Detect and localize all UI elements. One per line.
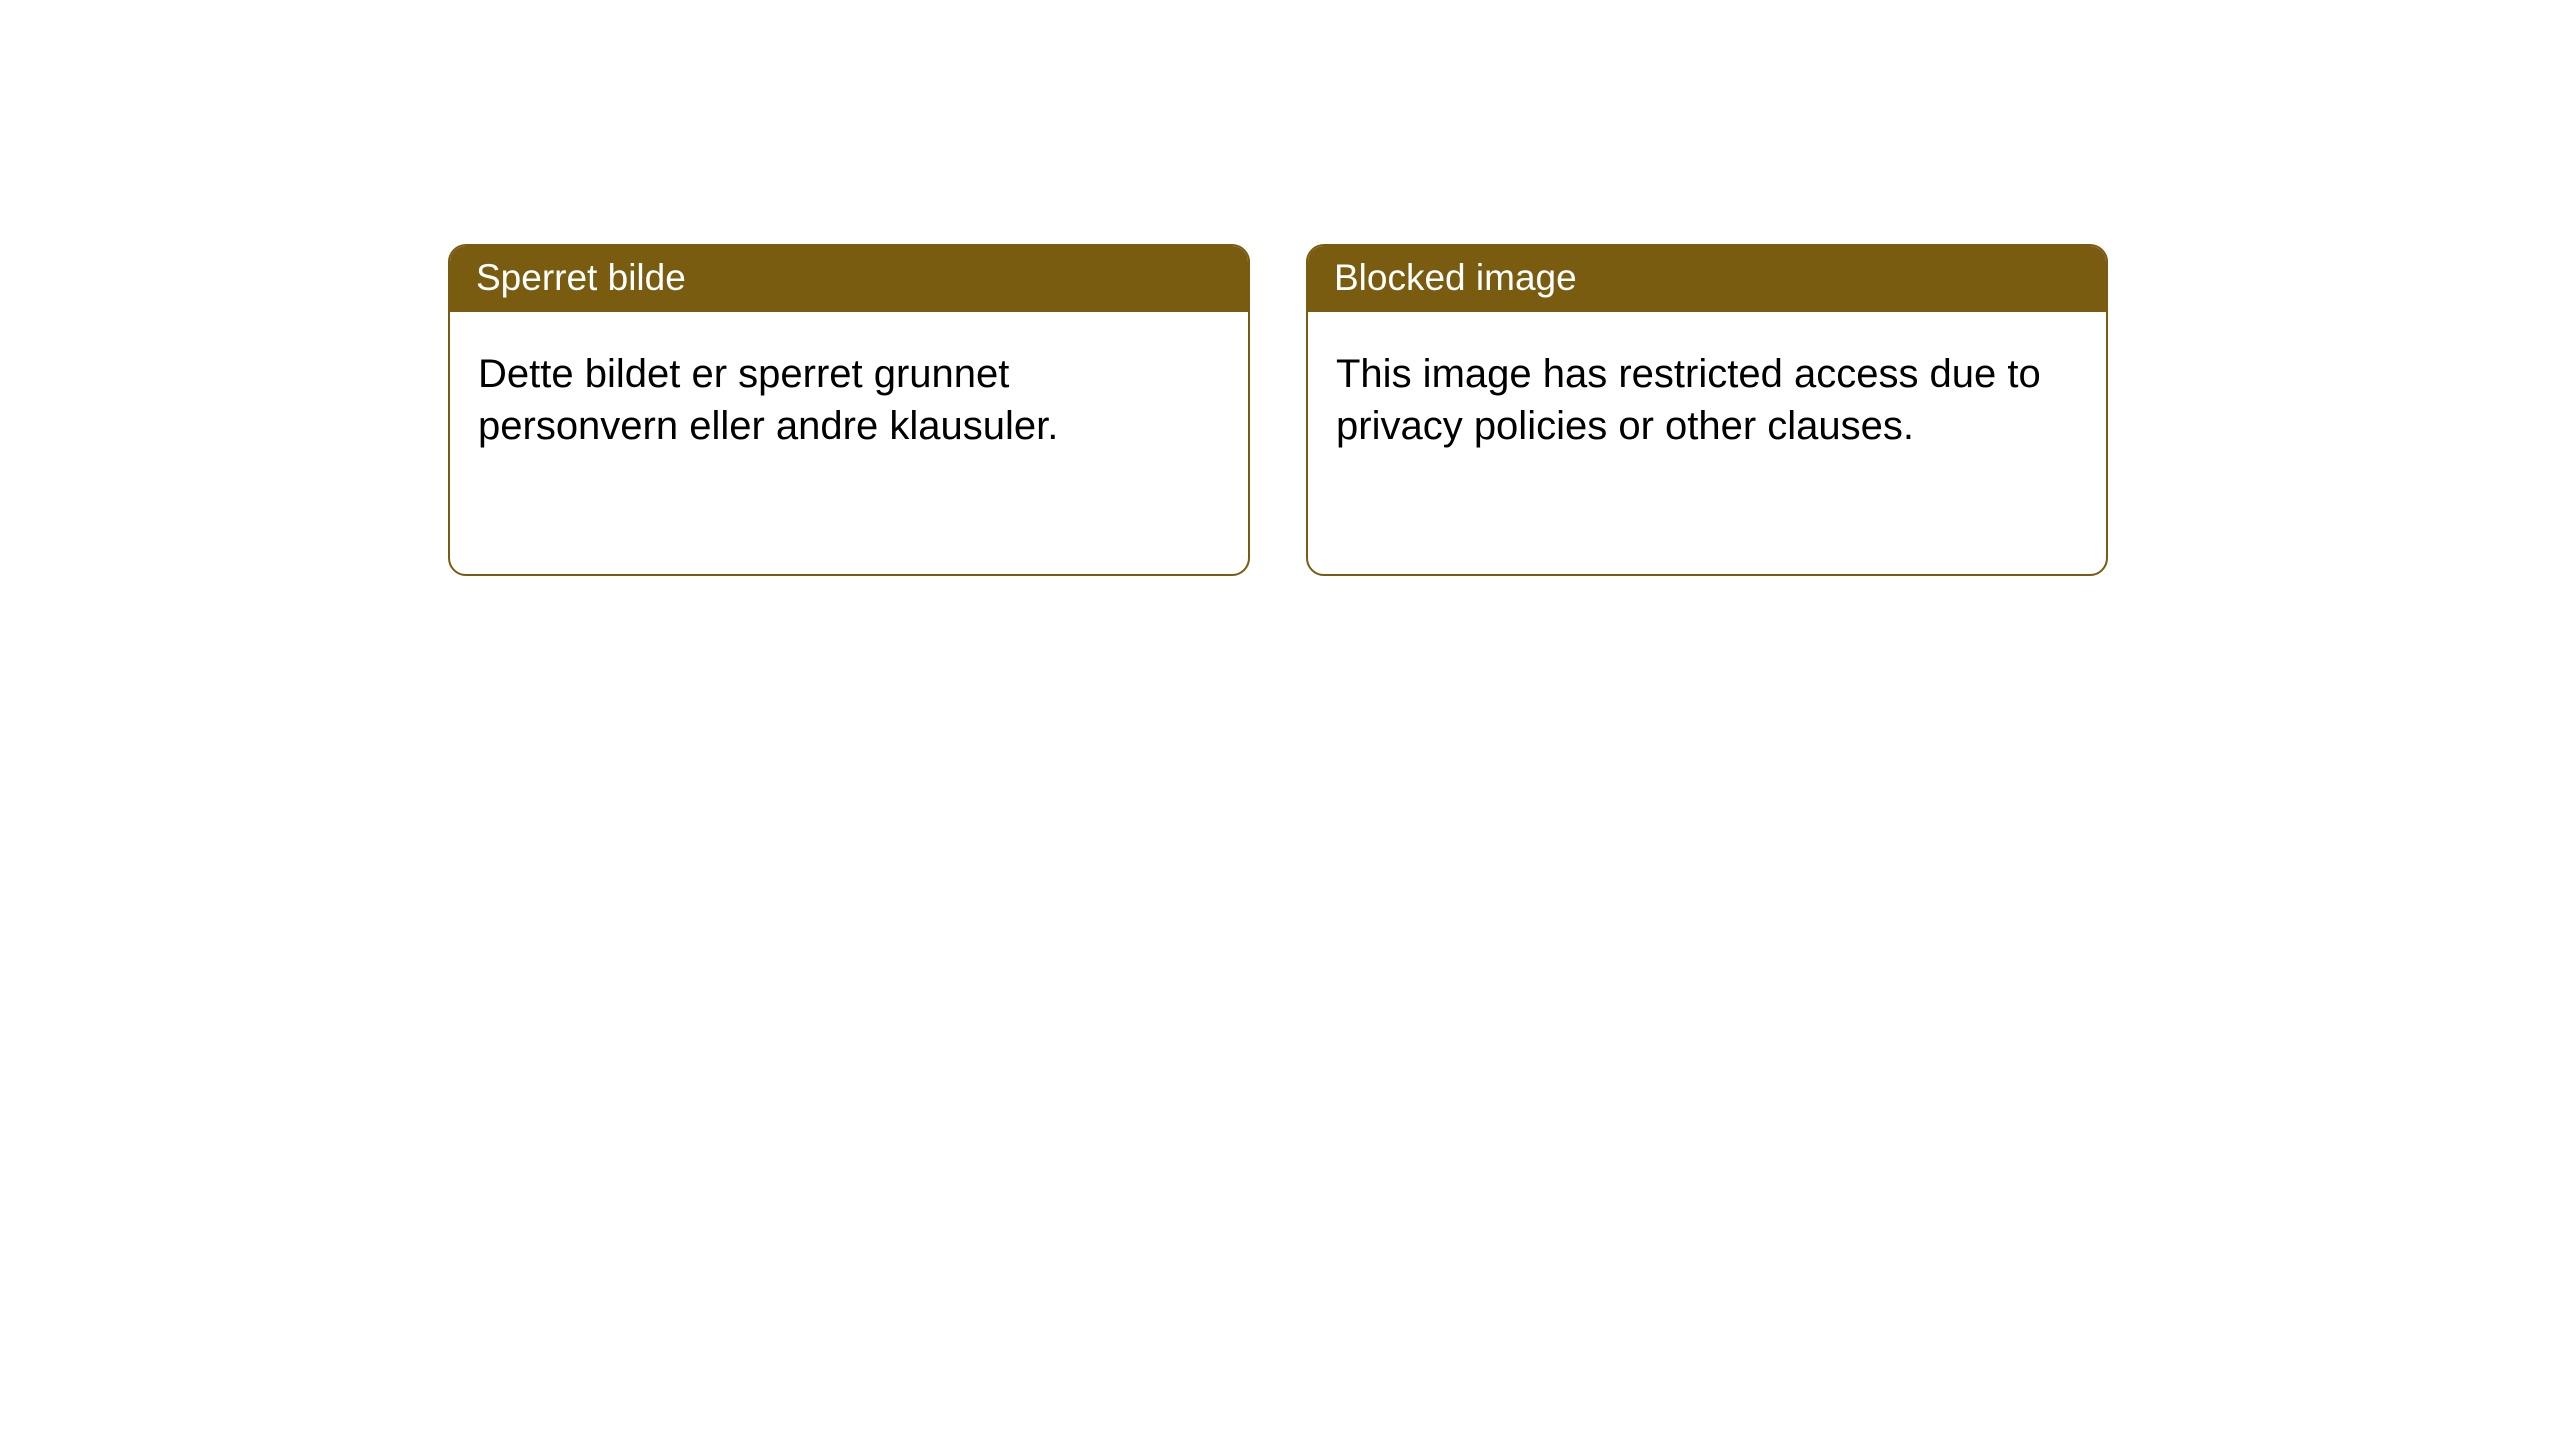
notice-container: Sperret bilde Dette bildet er sperret gr…: [0, 0, 2560, 576]
notice-body-english: This image has restricted access due to …: [1308, 312, 2106, 472]
notice-header-norwegian: Sperret bilde: [450, 246, 1248, 312]
notice-card-norwegian: Sperret bilde Dette bildet er sperret gr…: [448, 244, 1250, 576]
notice-header-english: Blocked image: [1308, 246, 2106, 312]
notice-body-norwegian: Dette bildet er sperret grunnet personve…: [450, 312, 1248, 472]
notice-card-english: Blocked image This image has restricted …: [1306, 244, 2108, 576]
